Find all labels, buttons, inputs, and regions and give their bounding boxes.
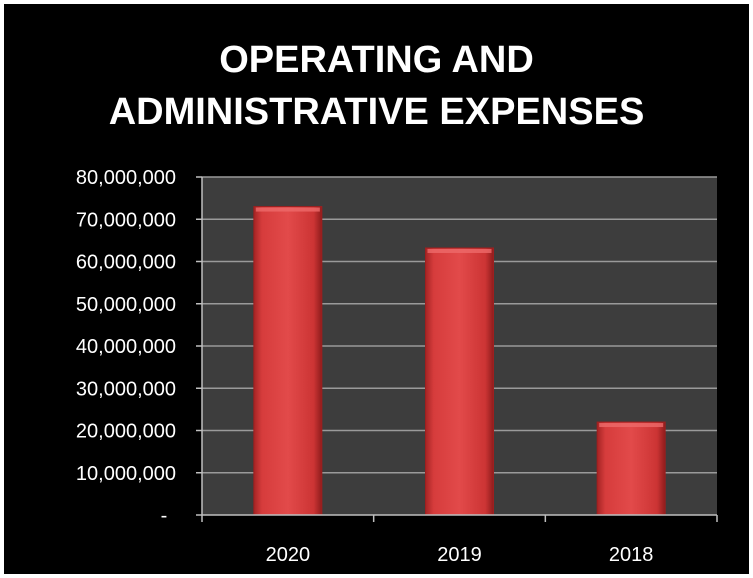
bar-highlight (599, 423, 664, 428)
x-tick-label: 2019 (437, 544, 482, 566)
y-axis-tick-labels: - 10,000,000 20,000,000 30,000,000 40,000,00… (76, 167, 176, 527)
bars (253, 206, 666, 516)
y-tick-label: 50,000,000 (76, 294, 176, 316)
bar-2018 (596, 421, 666, 516)
bar-highlight (255, 207, 320, 212)
y-tick-label: 70,000,000 (76, 209, 176, 231)
chart-title-line-2: ADMINISTRATIVE EXPENSES (108, 91, 645, 133)
bar-highlight (427, 248, 492, 253)
y-tick-label: 20,000,000 (76, 421, 176, 443)
x-tick-label: 2018 (609, 544, 654, 566)
y-tick-label: - (161, 505, 168, 527)
chart-title-line-1: OPERATING AND (219, 39, 534, 81)
bar-2019 (425, 247, 494, 516)
y-tick-label: 60,000,000 (76, 252, 176, 274)
x-tick-label: 2020 (266, 544, 311, 566)
chart-frame: OPERATING AND ADMINISTRATIVE EXPENSES - 1… (4, 4, 749, 574)
y-tick-label: 30,000,000 (76, 378, 176, 400)
y-tick-label: 80,000,000 (76, 167, 176, 189)
chart-title: OPERATING AND ADMINISTRATIVE EXPENSES (4, 34, 749, 138)
bar-2020 (253, 206, 323, 516)
bar-chart: - 10,000,000 20,000,000 30,000,000 40,000,00… (76, 167, 718, 566)
y-tick-label: 10,000,000 (76, 463, 176, 485)
axes (196, 176, 718, 522)
y-tick-label: 40,000,000 (76, 336, 176, 358)
x-axis-tick-labels: 2020 2019 2018 (266, 544, 654, 566)
